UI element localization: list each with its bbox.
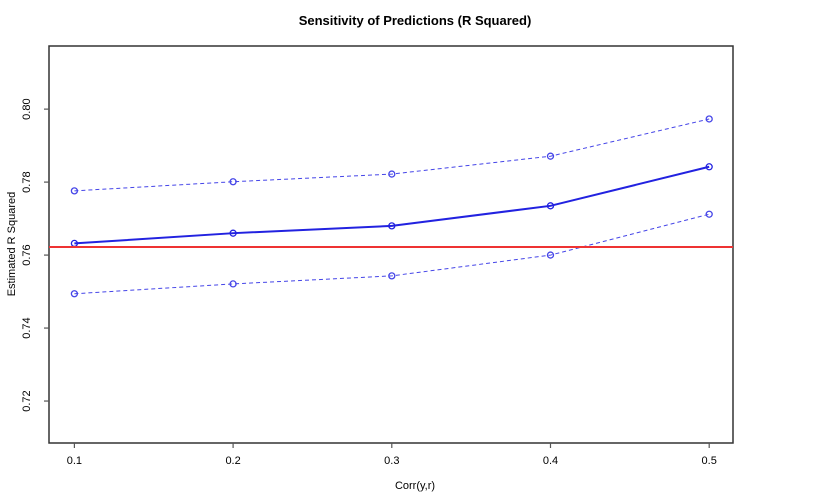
data-point-lower-band (705, 210, 713, 218)
y-tick-label: 0.74 (21, 317, 33, 338)
data-point-estimate (546, 202, 555, 210)
data-point-upper-band (388, 170, 396, 178)
y-tick-label: 0.72 (21, 390, 33, 411)
y-tick-label: 0.78 (21, 171, 33, 192)
data-point-lower-band (229, 280, 237, 288)
y-tick-label: 0.76 (21, 244, 33, 265)
series-line-lower-band (74, 213, 710, 295)
x-tick-label: 0.5 (702, 455, 717, 467)
data-point-estimate (388, 222, 396, 230)
data-point-estimate (705, 163, 713, 171)
data-point-upper-band (229, 178, 237, 186)
data-point-upper-band (70, 187, 79, 195)
data-point-upper-band (705, 115, 713, 123)
y-axis-label: Estimated R Squared (6, 192, 18, 297)
axes-group: 0.1 0.2 0.3 0.4 0.5 0.72 0.74 0.76 0.78 0.80 (21, 45, 734, 467)
data-point-estimate (229, 229, 237, 237)
y-tick-label: 0.80 (21, 98, 33, 119)
series-group (70, 115, 713, 298)
data-point-lower-band (546, 251, 555, 259)
x-tick-label: 0.2 (225, 455, 240, 467)
x-tick-label: 0.4 (543, 455, 558, 467)
series-line-upper-band (74, 118, 710, 192)
plot-border (48, 45, 734, 444)
data-point-upper-band (546, 152, 555, 160)
x-axis-label: Corr(y,r) (395, 480, 435, 492)
x-tick-label: 0.1 (67, 455, 82, 467)
series-line-estimate (74, 165, 710, 245)
chart-title: Sensitivity of Predictions (R Squared) (299, 13, 532, 28)
x-tick-label: 0.3 (384, 455, 399, 467)
data-point-lower-band (70, 290, 79, 298)
data-point-lower-band (388, 272, 396, 280)
